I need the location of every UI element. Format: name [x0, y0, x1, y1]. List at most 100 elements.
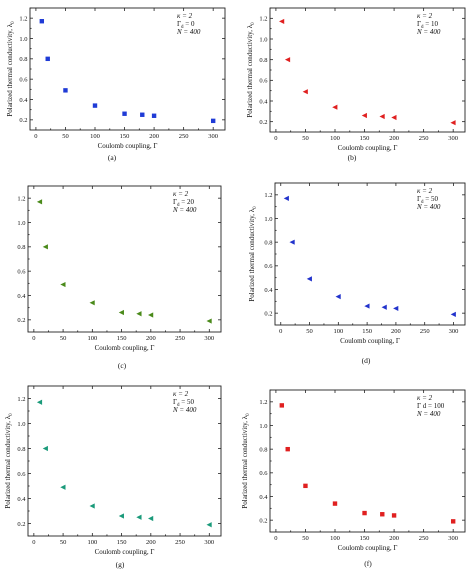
y-axis-label-subscript: 0	[11, 21, 16, 24]
y-tick-label: 1.0	[17, 421, 25, 428]
annotation-gamma-subscript: d	[421, 200, 424, 205]
data-point	[39, 19, 45, 24]
data-point	[364, 303, 370, 309]
y-tick-label: 0.6	[259, 78, 268, 85]
data-point	[136, 311, 142, 317]
x-tick-label: 200	[389, 135, 399, 142]
x-tick-label: 200	[146, 539, 156, 546]
annotation-gamma-value: = 10	[424, 20, 439, 28]
data-point	[381, 304, 387, 310]
data-point	[289, 239, 295, 245]
y-tick-label: 0.4	[19, 97, 28, 104]
data-point	[36, 199, 43, 205]
data-point	[42, 445, 48, 452]
annotation-gamma: Γ d = 100	[417, 402, 445, 410]
data-point	[284, 57, 291, 63]
y-tick-label: 1.2	[264, 192, 272, 199]
annotation-gamma-value: = 0	[184, 20, 195, 28]
y-tick-label: 0.2	[259, 119, 267, 126]
x-tick-label: 0	[34, 133, 37, 140]
y-axis-label-main: Polarized thermal conductivity, λ	[246, 24, 254, 117]
y-tick-label: 0.8	[264, 239, 272, 246]
panel-caption: (b)	[348, 153, 357, 162]
y-tick-label: 0.2	[264, 310, 272, 317]
data-point	[118, 309, 124, 316]
x-tick-label: 100	[330, 535, 340, 542]
data-point	[118, 513, 124, 519]
x-tick-label: 300	[448, 535, 458, 542]
y-tick-label: 0.6	[17, 471, 26, 478]
data-point	[380, 512, 385, 517]
annotation-n: N = 400	[416, 28, 441, 36]
x-tick-label: 250	[175, 335, 185, 342]
panel-caption: (d)	[362, 356, 371, 365]
data-point	[136, 514, 142, 520]
x-tick-label: 300	[208, 133, 218, 140]
chart-panel-5: 0 50 100 150 200 250 300 0.2 0.4 0.6 0.8 1.0 1.2 Coul…	[4, 385, 222, 569]
x-tick-label: 200	[149, 133, 159, 140]
x-tick-label: 150	[117, 539, 127, 546]
data-point	[206, 318, 212, 324]
y-axis-label: Polarized thermal conductivity, λ0	[6, 21, 16, 117]
y-tick-label: 0.6	[17, 268, 26, 275]
data-point	[89, 300, 95, 306]
x-tick-label: 100	[87, 335, 97, 342]
y-tick-label: 0.2	[17, 317, 25, 324]
data-point	[122, 111, 127, 116]
annotation-gamma-symbol: Γ	[417, 20, 421, 28]
annotation-gamma-symbol: Γ	[177, 20, 181, 28]
annotation-gamma-symbol: Γ	[173, 198, 177, 206]
data-point	[362, 510, 367, 516]
data-point	[140, 112, 145, 117]
annotation-kappa: κ = 2	[417, 394, 433, 402]
annotation-kappa: κ = 2	[177, 12, 193, 20]
x-tick-label: 0	[279, 328, 282, 335]
y-tick-label: 0.8	[259, 446, 267, 453]
data-point	[379, 113, 385, 120]
annotation-kappa: κ = 2	[173, 390, 189, 398]
y-tick-label: 0.8	[17, 244, 25, 251]
panel-caption: (a)	[108, 153, 117, 162]
annotation-n: N = 400	[172, 206, 197, 214]
y-tick-label: 0.2	[19, 117, 27, 124]
annotation-gamma: Γd = 50	[417, 195, 438, 205]
annotation-gamma: Γd = 20	[173, 198, 194, 208]
x-tick-label: 200	[146, 335, 156, 342]
data-point	[303, 483, 308, 489]
y-tick-label: 1.0	[17, 220, 25, 227]
x-tick-label: 200	[389, 535, 399, 542]
annotation-n: N = 400	[172, 406, 197, 414]
y-axis-label: Polarized thermal conductivity, λ0	[246, 22, 256, 118]
x-tick-label: 100	[330, 135, 340, 142]
y-tick-label: 0.8	[19, 56, 27, 63]
y-axis-label: Polarized thermal conductivity, λ0	[241, 413, 251, 509]
annotation-n: N = 400	[416, 203, 441, 211]
y-axis-label-subscript: 0	[253, 206, 258, 209]
x-tick-label: 0	[32, 335, 35, 342]
data-point	[206, 522, 212, 528]
annotation-gamma-value: = 50	[424, 195, 439, 203]
x-axis-label: Coulomb coupling, Γ	[95, 344, 155, 352]
x-tick-label: 50	[302, 135, 309, 142]
panel-caption: (f)	[364, 559, 372, 568]
data-point	[60, 281, 66, 288]
annotation-n: N = 400	[416, 410, 441, 418]
y-axis-label-subscript: 0	[251, 22, 256, 25]
y-tick-label: 0.8	[17, 446, 25, 453]
y-tick-label: 0.4	[259, 494, 268, 501]
annotation-gamma: Γd = 10	[417, 20, 438, 30]
y-tick-label: 0.4	[259, 98, 268, 105]
data-point	[450, 120, 456, 126]
x-axis-label: Coulomb coupling, Γ	[338, 144, 398, 152]
annotation-n: N = 400	[176, 28, 201, 36]
x-tick-label: 150	[360, 535, 370, 542]
y-axis-label: Polarized thermal conductivity, λ0	[248, 206, 258, 302]
annotation-gamma-subscript: d	[177, 203, 180, 208]
y-tick-label: 0.2	[259, 517, 267, 524]
y-tick-label: 1.0	[259, 36, 267, 43]
annotation-kappa: κ = 2	[417, 187, 433, 195]
annotation-gamma: Γd = 0	[177, 20, 195, 30]
y-tick-label: 1.0	[264, 216, 272, 223]
annotation-gamma-value: = 50	[180, 398, 195, 406]
chart-panel-1: 0 50 100 150 200 250 300 0.2 0.4 0.6 0.8 1.0 1.2 Coul…	[6, 7, 226, 162]
